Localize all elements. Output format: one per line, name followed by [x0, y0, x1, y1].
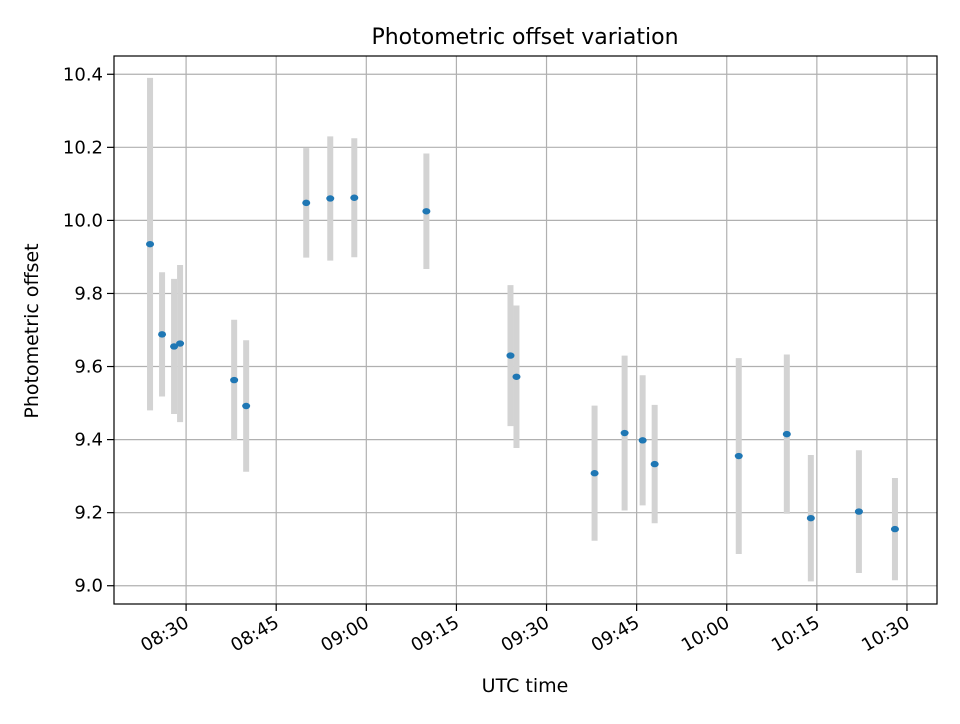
data-point: [176, 340, 185, 347]
data-point: [302, 199, 311, 207]
data-point: [170, 343, 179, 350]
data-point: [242, 402, 251, 410]
y-tick-label: 9.6: [74, 357, 103, 378]
plot-frame: [113, 55, 938, 605]
data-point: [506, 352, 515, 359]
data-point: [782, 430, 791, 438]
data-point: [422, 208, 431, 215]
grid: [114, 56, 937, 604]
data-point: [890, 525, 899, 533]
data-point: [158, 331, 167, 338]
x-axis-label: UTC time: [482, 675, 569, 697]
data-point: [512, 373, 521, 380]
data-point: [326, 195, 335, 202]
y-tick-label: 9.2: [74, 503, 103, 524]
data-point: [350, 194, 359, 201]
y-tick-label: 10.4: [63, 64, 103, 85]
data-point: [638, 437, 647, 444]
y-tick-label: 9.8: [74, 283, 103, 304]
y-tick-label: 10.2: [63, 137, 103, 158]
chart-title: Photometric offset variation: [371, 25, 678, 50]
data-point: [620, 429, 629, 437]
data-point: [806, 514, 815, 522]
data-point: [230, 376, 239, 384]
data-point: [650, 460, 659, 468]
data-point: [590, 470, 599, 477]
y-axis-label: Photometric offset: [21, 243, 43, 418]
data-point: [854, 508, 863, 515]
y-tick-label: 9.4: [74, 430, 103, 451]
y-tick-label: 10.0: [63, 210, 103, 231]
data-points: [146, 194, 899, 533]
y-tick-label: 9.0: [74, 576, 103, 597]
data-point: [146, 240, 155, 248]
data-point: [734, 452, 743, 460]
